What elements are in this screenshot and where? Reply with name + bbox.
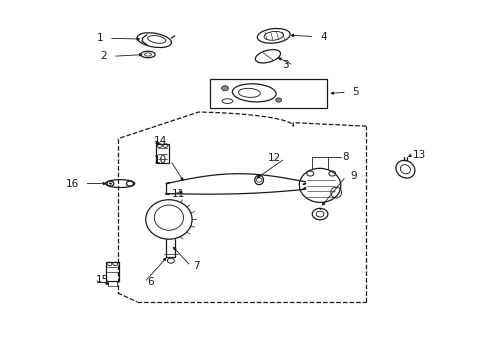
Bar (105, 262, 119, 281)
Bar (210, 79, 327, 108)
Text: 13: 13 (412, 150, 425, 160)
Text: 16: 16 (65, 179, 79, 189)
Circle shape (221, 86, 228, 91)
Text: 6: 6 (147, 277, 153, 287)
Text: 2: 2 (100, 51, 107, 61)
Text: 7: 7 (193, 261, 200, 271)
Text: 9: 9 (350, 171, 357, 181)
Text: 14: 14 (154, 136, 167, 145)
Text: 8: 8 (341, 152, 348, 162)
Text: 15: 15 (96, 275, 109, 285)
Text: 3: 3 (281, 60, 288, 70)
Text: 10: 10 (153, 155, 166, 165)
Text: 11: 11 (171, 189, 184, 199)
Bar (156, 144, 169, 163)
Text: 5: 5 (351, 87, 358, 97)
Circle shape (109, 183, 112, 185)
Text: 12: 12 (267, 153, 281, 163)
Circle shape (275, 98, 281, 102)
Text: 1: 1 (96, 33, 103, 43)
Text: 4: 4 (320, 32, 326, 41)
